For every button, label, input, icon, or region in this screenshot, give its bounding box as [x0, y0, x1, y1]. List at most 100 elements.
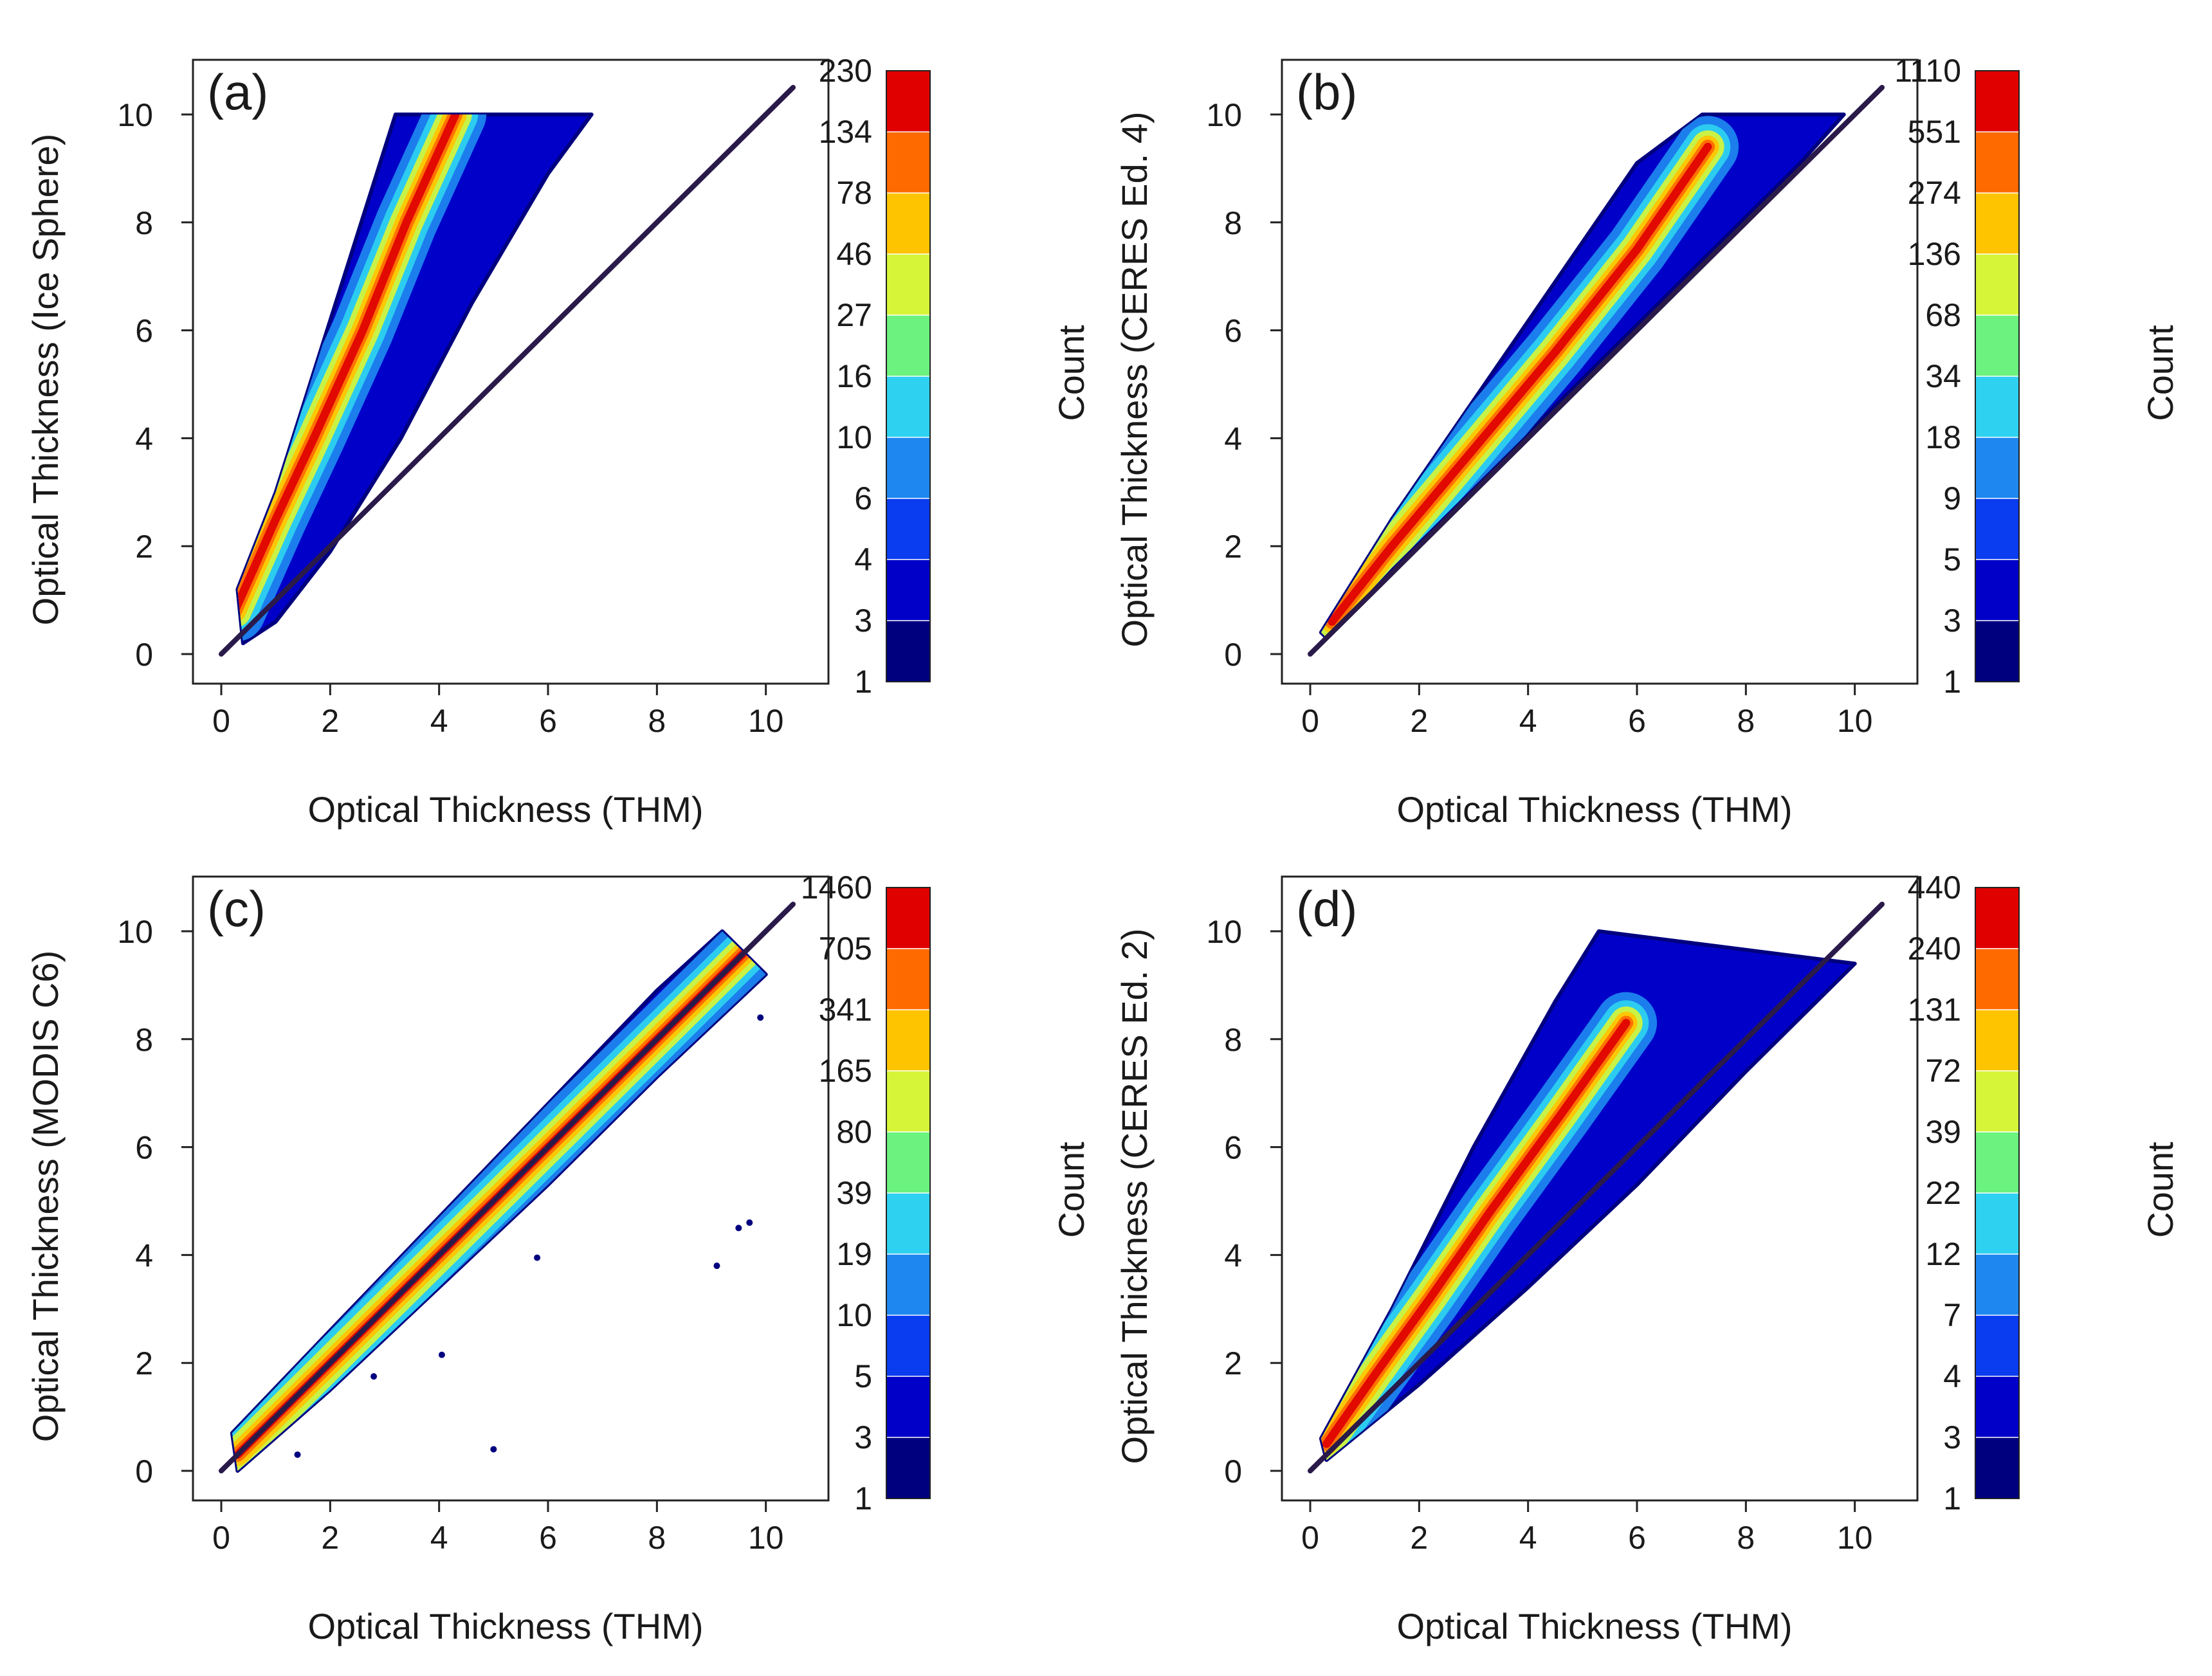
colorbar-segment: [886, 1376, 930, 1437]
plot-frame: [1281, 875, 1919, 1502]
colorbar-tick-label: 1460: [801, 870, 872, 906]
colorbar-tick-label: 19: [836, 1236, 872, 1272]
colorbar-tick-label: 9: [1943, 480, 1961, 516]
x-tick-label: 2: [1410, 703, 1428, 739]
colorbar-segment: [1975, 193, 2019, 254]
colorbar-segment: [886, 1437, 930, 1498]
y-tick-label: 2: [1224, 1345, 1242, 1381]
x-tick-label: 4: [430, 703, 448, 739]
x-tick-label: 0: [212, 703, 230, 739]
colorbar-segment: [886, 1193, 930, 1254]
colorbar-tick-label: 3: [854, 1419, 872, 1455]
plot-area: 0 2 4 6 8 10 0 2 4 6 8 10: [117, 875, 830, 1556]
colorbar-segment: [886, 254, 930, 315]
x-tick-label: 8: [648, 703, 666, 739]
colorbar: 1 3 5 10 19 39 80 165 341 705 1460: [801, 870, 931, 1517]
density-band-outer: [235, 113, 594, 646]
y-tick-label: 6: [135, 1130, 153, 1166]
colorbar-segment: [1975, 560, 2019, 621]
plot-frame: [1281, 59, 1919, 685]
panel-label: (d): [1296, 880, 1357, 937]
panel-d: 0 2 4 6 8 10 0 2 4 6 8 10 (d) Optical Thickness (TH…: [1114, 870, 2180, 1646]
x-tick-label: 6: [539, 1520, 557, 1556]
colorbar-tick-label: 1110: [1894, 53, 1961, 89]
x-tick-label: 6: [1628, 1520, 1646, 1556]
colorbar-tick-label: 18: [1925, 419, 1961, 455]
x-tick-label: 0: [1301, 1520, 1319, 1556]
colorbar-tick-label: 274: [1908, 175, 1961, 211]
x-tick-label: 6: [539, 703, 557, 739]
density-ridge: [1328, 142, 1712, 626]
x-axis-title: Optical Thickness (THM): [307, 1606, 703, 1646]
outlier-point: [713, 1262, 720, 1270]
y-axis-title: Optical Thickness (MODIS C6): [25, 951, 66, 1442]
x-tick-label: 4: [1519, 703, 1537, 739]
colorbar-frame: [1975, 70, 2020, 682]
y-tick-label: 8: [1224, 1022, 1242, 1058]
colorbar-tick-label: 39: [836, 1175, 872, 1211]
density-ridge: [1322, 1019, 1631, 1448]
colorbar-tick-label: 4: [854, 542, 872, 578]
density-layer: [235, 113, 594, 646]
y-tick-label: 0: [135, 1453, 153, 1489]
y-tick-label: 0: [1224, 1453, 1242, 1489]
colorbar-tick-label: 240: [1908, 931, 1961, 967]
colorbar-segment: [1975, 1437, 2019, 1498]
x-tick-label: 0: [1301, 703, 1319, 739]
x-axis-title: Optical Thickness (THM): [307, 789, 703, 830]
plot-area: 0 2 4 6 8 10 0 2 4 6 8 10: [1206, 875, 1919, 1556]
outlier-point: [757, 1014, 764, 1021]
colorbar-tick-label: 341: [819, 992, 872, 1028]
colorbar-segment: [886, 376, 930, 437]
colorbar-segment: [1975, 437, 2019, 498]
y-axis-title: Optical Thickness (CERES Ed. 4): [1114, 111, 1155, 647]
colorbar: 1 3 4 7 12 22 39 72 131 240 440: [1908, 870, 2020, 1517]
x-tick-label: 8: [1737, 703, 1755, 739]
x-tick-label: 8: [648, 1520, 666, 1556]
colorbar-segment: [1975, 254, 2019, 315]
colorbar-segment: [886, 949, 930, 1010]
colorbar-tick-label: 22: [1925, 1175, 1961, 1211]
outlier-point: [438, 1351, 445, 1358]
colorbar-segment: [1975, 1010, 2019, 1071]
colorbar-tick-label: 10: [836, 419, 872, 455]
colorbar-tick-label: 1: [854, 1480, 872, 1517]
reference-line: [219, 902, 796, 1473]
colorbar-tick-label: 440: [1908, 870, 1961, 906]
plot-area: 0 2 4 6 8 10 0 2 4 6 8 10: [1206, 59, 1919, 739]
colorbar-tick-label: 27: [836, 297, 872, 333]
y-tick-label: 6: [1224, 1130, 1242, 1166]
y-axis-title: Optical Thickness (Ice Sphere): [25, 134, 66, 626]
colorbar-title: Count: [2140, 1142, 2180, 1238]
colorbar-segment: [1975, 1315, 2019, 1376]
colorbar-segment: [1975, 315, 2019, 376]
colorbar-tick-label: 5: [1943, 542, 1961, 578]
colorbar-segment: [1975, 132, 2019, 193]
colorbar-title: Count: [2140, 325, 2180, 421]
outlier-point: [370, 1373, 378, 1380]
outlier-point: [746, 1219, 753, 1226]
panel-c: 0 2 4 6 8 10 0 2 4 6 8 10 (c) Optical Thickness (TH…: [25, 870, 1092, 1646]
colorbar-segment: [886, 1010, 930, 1071]
y-tick-label: 4: [1224, 1237, 1242, 1273]
y-tick-label: 4: [135, 1237, 153, 1273]
colorbar-segment: [886, 132, 930, 193]
colorbar-segment: [886, 193, 930, 254]
y-tick-label: 10: [1206, 914, 1242, 950]
colorbar-segment: [1975, 1071, 2019, 1132]
x-tick-label: 2: [1410, 1520, 1428, 1556]
colorbar-tick-label: 1: [1943, 1480, 1961, 1517]
colorbar-tick-label: 10: [836, 1297, 872, 1333]
colorbar-tick-label: 7: [1943, 1297, 1961, 1333]
colorbar-segment: [886, 315, 930, 376]
reference-line: [219, 85, 796, 657]
colorbar-segment: [1975, 376, 2019, 437]
colorbar-frame: [886, 887, 931, 1499]
y-tick-label: 4: [1224, 421, 1242, 457]
x-tick-label: 0: [212, 1520, 230, 1556]
colorbar-segment: [886, 437, 930, 498]
panel-label: (c): [207, 880, 266, 937]
outlier-point: [534, 1254, 541, 1261]
